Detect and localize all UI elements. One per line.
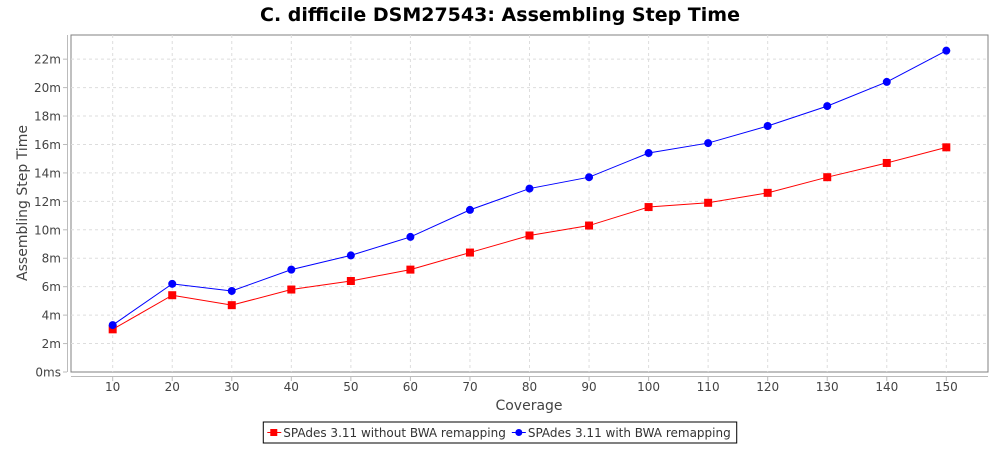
data-point-square xyxy=(644,203,653,212)
legend-label: SPAdes 3.11 with BWA remapping xyxy=(528,426,731,440)
y-tick-label: 12m xyxy=(34,195,61,209)
data-point-square xyxy=(287,285,296,294)
y-tick-label: 20m xyxy=(34,81,61,95)
legend: SPAdes 3.11 without BWA remapping SPAdes … xyxy=(262,421,738,444)
data-point-circle xyxy=(644,149,653,158)
data-point-circle xyxy=(882,77,891,86)
x-tick-label: 60 xyxy=(403,380,418,394)
x-tick-label: 80 xyxy=(522,380,537,394)
data-point-circle xyxy=(168,279,177,288)
data-point-square xyxy=(108,325,117,334)
data-point-circle xyxy=(346,251,355,260)
series-2 xyxy=(108,46,951,330)
x-tick-label: 10 xyxy=(105,380,120,394)
data-point-circle xyxy=(585,173,594,182)
y-tick-label: 2m xyxy=(42,337,61,351)
x-tick-label: 30 xyxy=(224,380,239,394)
x-tick-label: 140 xyxy=(875,380,898,394)
legend-circle-marker xyxy=(515,429,523,436)
y-tick-label: 22m xyxy=(34,53,61,67)
data-point-square xyxy=(168,291,177,300)
x-tick-label: 130 xyxy=(816,380,839,394)
x-tick-label: 70 xyxy=(462,380,477,394)
y-tick-label: 6m xyxy=(42,280,61,294)
chart-title: C. difficile DSM27543: Assembling Step T… xyxy=(260,4,740,26)
legend-item: SPAdes 3.11 with BWA remapping xyxy=(511,426,731,440)
legend-item: SPAdes 3.11 without BWA remapping xyxy=(267,426,506,440)
data-point-circle xyxy=(704,139,713,148)
data-point-square xyxy=(346,276,355,285)
data-point-circle xyxy=(763,122,772,131)
data-point-circle xyxy=(525,184,534,193)
data-point-square xyxy=(704,198,713,207)
data-point-square xyxy=(882,158,891,167)
x-tick-label: 50 xyxy=(343,380,358,394)
x-tick-label: 100 xyxy=(637,380,660,394)
x-tick-label: 120 xyxy=(756,380,779,394)
legend-box xyxy=(262,421,738,444)
y-tick-label: 14m xyxy=(34,166,61,180)
data-point-circle xyxy=(108,321,117,330)
x-axis-label: Coverage xyxy=(495,398,562,414)
data-point-circle xyxy=(287,265,296,274)
y-tick-label: 8m xyxy=(42,252,61,266)
y-tick-label: 10m xyxy=(34,223,61,237)
x-tick-label: 20 xyxy=(165,380,180,394)
data-point-square xyxy=(585,221,594,230)
y-tick-label: 4m xyxy=(42,309,61,323)
x-tick-label: 90 xyxy=(581,380,596,394)
y-tick-label: 0ms xyxy=(35,366,61,380)
data-point-square xyxy=(525,231,534,240)
y-tick-label: 16m xyxy=(34,138,61,152)
data-point-circle xyxy=(406,232,415,241)
series-1 xyxy=(108,143,951,334)
data-point-square xyxy=(465,248,474,257)
data-point-square xyxy=(942,143,951,152)
x-tick-label: 110 xyxy=(697,380,720,394)
data-point-circle xyxy=(942,46,951,55)
y-axis-label: Assembling Step Time xyxy=(15,125,31,281)
data-point-square xyxy=(823,173,832,182)
data-point-circle xyxy=(227,286,236,295)
data-point-circle xyxy=(823,102,832,111)
legend-label: SPAdes 3.11 without BWA remapping xyxy=(283,426,506,440)
data-point-square xyxy=(227,301,236,310)
x-tick-label: 150 xyxy=(935,380,958,394)
data-point-square xyxy=(763,188,772,197)
data-point-square xyxy=(406,265,415,274)
data-point-circle xyxy=(465,205,474,214)
legend-square-marker xyxy=(270,429,278,436)
x-tick-label: 40 xyxy=(284,380,299,394)
y-tick-label: 18m xyxy=(34,110,61,124)
